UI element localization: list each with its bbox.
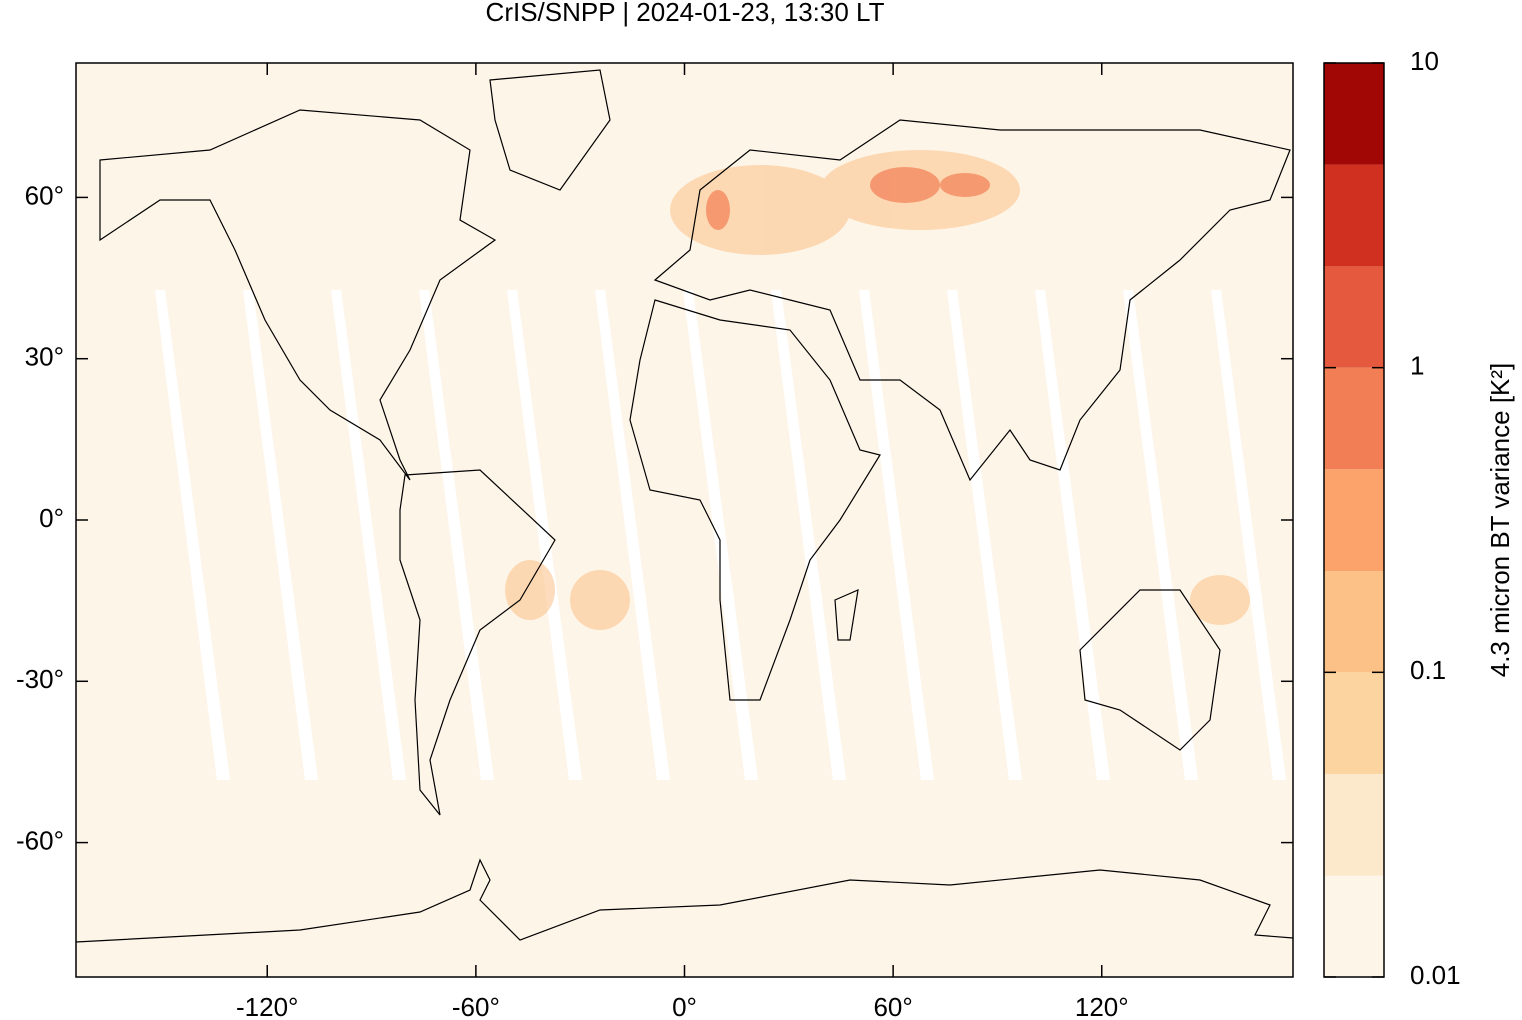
swath-gap bbox=[595, 290, 670, 780]
colorbar-band bbox=[1324, 266, 1384, 368]
swath-gap bbox=[331, 290, 406, 780]
colorbar-band bbox=[1324, 773, 1384, 876]
heat-patch bbox=[505, 560, 555, 620]
swath-gaps bbox=[155, 290, 1286, 780]
x-tick-label: -120° bbox=[236, 992, 298, 1020]
colorbar-label: 4.3 micron BT variance [K²] bbox=[1485, 363, 1515, 678]
colorbar-tick-label: 10 bbox=[1410, 46, 1439, 76]
coastline bbox=[653, 119, 1291, 482]
coastline bbox=[834, 589, 859, 641]
x-tick-label: 120° bbox=[1075, 992, 1129, 1020]
colorbar-band bbox=[1324, 367, 1384, 470]
swath-gap bbox=[683, 290, 758, 780]
swath-gap bbox=[155, 290, 230, 780]
heat-patch bbox=[870, 167, 940, 203]
heat-patch bbox=[940, 173, 990, 197]
chart-title: CrIS/SNPP | 2024-01-23, 13:30 LT bbox=[486, 0, 885, 27]
colorbar-frame bbox=[1323, 62, 1385, 978]
swath-gap bbox=[947, 290, 1022, 780]
colorbar-band bbox=[1324, 672, 1384, 774]
swath-gap bbox=[771, 290, 846, 780]
colorbar-band bbox=[1324, 63, 1384, 165]
heat-patch bbox=[670, 165, 850, 255]
colorbar-band bbox=[1324, 469, 1384, 572]
colorbar-band bbox=[1324, 164, 1384, 267]
y-tick-label: 60° bbox=[25, 180, 64, 210]
y-tick-label: -30° bbox=[16, 664, 64, 694]
swath-gap bbox=[1035, 290, 1110, 780]
colorbar-tick-label: 1 bbox=[1410, 351, 1424, 381]
coastline bbox=[1079, 589, 1221, 751]
heat-patch bbox=[1190, 575, 1250, 625]
heat-patch bbox=[570, 570, 630, 630]
coastline bbox=[629, 299, 881, 701]
coastline bbox=[489, 69, 611, 191]
x-tick-label: 60° bbox=[873, 992, 912, 1020]
y-tick-label: 30° bbox=[25, 342, 64, 372]
swath-gap bbox=[859, 290, 934, 780]
coastline bbox=[399, 469, 556, 816]
coastline bbox=[75, 858, 1294, 943]
y-tick-label: -60° bbox=[16, 825, 64, 855]
swath-gap bbox=[507, 290, 582, 780]
colorbar-tick-label: 0.1 bbox=[1410, 655, 1446, 685]
y-tick-label: 0° bbox=[39, 503, 64, 533]
heat-patch bbox=[706, 190, 730, 230]
heat-patches-strong bbox=[706, 167, 990, 230]
x-tick-label: -60° bbox=[452, 992, 500, 1020]
heat-patches bbox=[505, 150, 1250, 630]
colorbar-band bbox=[1324, 571, 1384, 673]
swath-gap bbox=[243, 290, 318, 780]
coastlines bbox=[75, 69, 1294, 943]
swath-gap bbox=[1211, 290, 1286, 780]
swath-gap bbox=[419, 290, 494, 780]
swath-gap bbox=[1123, 290, 1198, 780]
coastline bbox=[99, 109, 497, 481]
colorbar-tick-label: 0.01 bbox=[1410, 960, 1461, 990]
x-tick-label: 0° bbox=[672, 992, 697, 1020]
colorbar-band bbox=[1324, 875, 1384, 977]
